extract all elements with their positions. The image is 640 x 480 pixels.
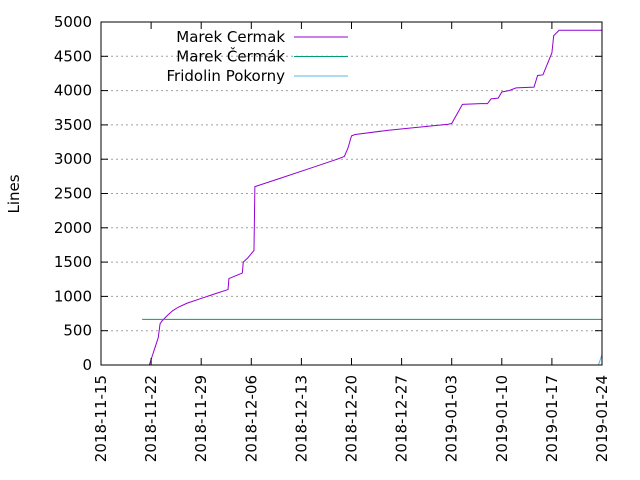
y-tick-label: 0 — [82, 356, 92, 374]
x-tick-label: 2019-01-10 — [493, 375, 511, 462]
series-line-1 — [148, 29, 602, 366]
x-tick-label: 2018-12-20 — [343, 375, 361, 462]
y-tick-label: 3500 — [54, 116, 92, 134]
y-tick-label: 1500 — [54, 253, 92, 271]
y-tick-label: 500 — [63, 322, 92, 340]
legend-label: Fridolin Pokorny — [167, 67, 286, 85]
x-tick-labels: 2018-11-15 2018-11-22 2018-11-29 2018-12-06… — [92, 375, 611, 462]
y-tick-label: 2500 — [54, 185, 92, 203]
x-tick-label: 2019-01-17 — [543, 375, 561, 462]
y-tick-label: 2000 — [54, 219, 92, 237]
y-tick-labels: 0 500 1000 1500 2000 2500 3000 3500 4000 4500 5000 — [54, 13, 92, 374]
grid-lines — [101, 55, 602, 332]
y-tick-label: 4500 — [54, 47, 92, 65]
x-tick-label: 2018-12-27 — [393, 375, 411, 462]
x-tick-label: 2018-12-13 — [292, 375, 310, 462]
axis-ticks — [100, 21, 603, 366]
x-tick-label: 2018-11-22 — [142, 375, 160, 462]
y-axis-title: Lines — [5, 174, 23, 213]
y-tick-label: 3000 — [54, 150, 92, 168]
y-tick-label: 5000 — [54, 13, 92, 31]
series-line-3 — [597, 354, 603, 366]
x-tick-label: 2019-01-24 — [593, 375, 611, 462]
legend-label: Marek Čermák — [176, 47, 285, 66]
legend-label: Marek Cermak — [176, 28, 285, 46]
x-tick-label: 2018-11-15 — [92, 375, 110, 462]
y-tick-label: 4000 — [54, 82, 92, 100]
series-lines — [142, 29, 603, 366]
x-tick-label: 2019-01-03 — [443, 375, 461, 462]
y-tick-label: 1000 — [54, 287, 92, 305]
x-tick-label: 2018-12-06 — [242, 375, 260, 462]
x-tick-label: 2018-11-29 — [192, 375, 210, 462]
